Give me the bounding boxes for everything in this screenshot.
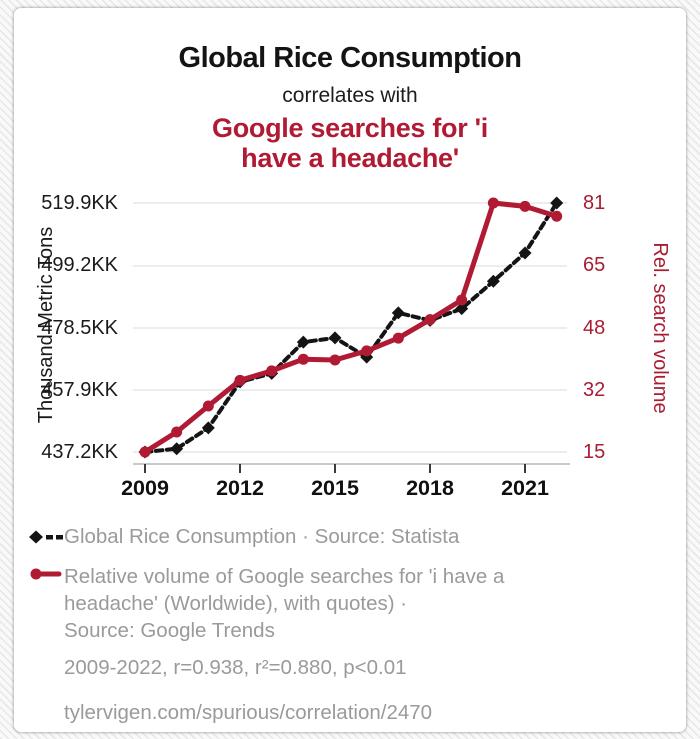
correlates-with-label: correlates with — [282, 84, 418, 107]
correlated-term-line1: Google searches for 'i — [212, 113, 488, 143]
gridline — [133, 451, 567, 453]
gridline — [133, 202, 567, 204]
correlation-stats: 2009-2022, r=0.938, r²=0.880, p<0.01 — [64, 656, 407, 679]
right-axis-tick-label: 32 — [583, 379, 606, 401]
search-series-legend-label: Relative volume of Google searches for '… — [64, 563, 504, 644]
x-axis-tick — [239, 464, 241, 473]
left-axis-tick-label: 499.2KK — [41, 254, 118, 276]
left-axis-tick-label: 457.9KK — [41, 379, 118, 401]
right-axis-tick-label: 81 — [583, 192, 606, 214]
search-series-marker-icon — [30, 568, 62, 580]
rice-series-marker-icon — [29, 530, 63, 544]
right-axis-tick-label: 65 — [583, 254, 606, 276]
x-axis-tick — [429, 464, 431, 473]
correlated-term-title: Google searches for 'i have a headache' — [0, 113, 700, 173]
gridline — [133, 326, 567, 329]
left-axis-tick-label: 437.2KK — [41, 441, 118, 463]
x-axis-tick — [144, 464, 146, 473]
right-axis-tick-label: 48 — [583, 316, 606, 339]
correlated-term-line2: have a headache' — [241, 143, 459, 173]
x-axis-tick-label: 2018 — [406, 476, 454, 500]
search-series-legend-line2: headache' (Worldwide), with quotes) · — [64, 592, 408, 615]
x-axis-tick — [524, 464, 526, 473]
x-axis-line — [133, 463, 570, 465]
rice-series-legend-label: Global Rice Consumption · Source: Statis… — [64, 525, 460, 548]
x-axis-tick-label: 2015 — [311, 476, 359, 500]
gridline — [133, 264, 567, 267]
right-axis-tick-label: 15 — [583, 441, 606, 463]
x-axis-tick — [334, 464, 336, 473]
x-axis-tick-label: 2009 — [121, 476, 169, 500]
chart-card — [14, 8, 686, 732]
attribution-url: tylervigen.com/spurious/correlation/2470 — [64, 701, 433, 724]
search-series-legend-line1: Relative volume of Google searches for '… — [64, 565, 505, 588]
search-series-legend-line3: Source: Google Trends — [64, 619, 275, 642]
x-axis-tick-label: 2021 — [501, 476, 549, 500]
gridline — [133, 389, 567, 391]
series-plot — [138, 196, 564, 459]
x-axis-tick-label: 2012 — [216, 476, 264, 500]
left-axis-tick-label: 478.5KK — [41, 316, 118, 339]
plot-area: Thousand Metric Tons 519.9KK 499.2KK 478… — [0, 185, 700, 515]
chart-title: Global Rice Consumption — [178, 42, 522, 74]
left-axis-tick-label: 519.9KK — [41, 192, 118, 214]
